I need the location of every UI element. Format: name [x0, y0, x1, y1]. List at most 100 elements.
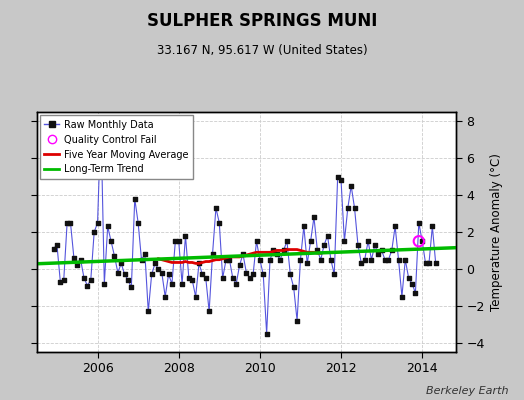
- Point: [239, 251, 247, 257]
- Point: [127, 284, 136, 290]
- Point: [333, 174, 342, 180]
- Point: [272, 251, 281, 257]
- Point: [330, 271, 339, 278]
- Point: [432, 260, 440, 266]
- Point: [421, 260, 430, 266]
- Point: [165, 271, 173, 278]
- Point: [202, 275, 210, 281]
- Point: [215, 220, 223, 226]
- Point: [107, 238, 115, 244]
- Point: [395, 256, 403, 263]
- Point: [367, 256, 376, 263]
- Point: [344, 205, 352, 211]
- Point: [428, 223, 436, 230]
- Point: [340, 238, 348, 244]
- Point: [209, 251, 217, 257]
- Point: [414, 220, 423, 226]
- Point: [388, 247, 396, 254]
- Point: [147, 271, 156, 278]
- Point: [141, 251, 149, 257]
- Point: [188, 277, 196, 283]
- Point: [151, 260, 159, 266]
- Point: [374, 251, 383, 257]
- Point: [320, 242, 329, 248]
- Point: [398, 294, 406, 300]
- Point: [80, 275, 88, 281]
- Point: [326, 256, 335, 263]
- Point: [354, 242, 362, 248]
- Point: [323, 232, 332, 239]
- Point: [67, 220, 75, 226]
- Point: [232, 280, 241, 287]
- Point: [137, 256, 146, 263]
- Point: [90, 229, 99, 235]
- Point: [97, 118, 105, 124]
- Point: [114, 270, 122, 276]
- Point: [283, 238, 291, 244]
- Point: [195, 260, 203, 266]
- Point: [266, 256, 274, 263]
- Point: [401, 256, 409, 263]
- Point: [56, 279, 64, 285]
- Point: [121, 271, 129, 278]
- Point: [370, 242, 379, 248]
- Point: [93, 220, 102, 226]
- Point: [134, 220, 143, 226]
- Point: [171, 238, 180, 244]
- Point: [253, 238, 261, 244]
- Point: [263, 330, 271, 337]
- Point: [279, 247, 288, 254]
- Point: [130, 196, 139, 202]
- Point: [242, 270, 250, 276]
- Point: [83, 282, 92, 289]
- Point: [256, 256, 264, 263]
- Point: [310, 214, 318, 220]
- Point: [249, 271, 257, 278]
- Point: [225, 256, 234, 263]
- Point: [276, 256, 285, 263]
- Point: [53, 242, 61, 248]
- Point: [307, 238, 315, 244]
- Point: [381, 256, 389, 263]
- Point: [235, 262, 244, 268]
- Point: [313, 247, 322, 254]
- Point: [300, 223, 308, 230]
- Point: [418, 238, 427, 244]
- Point: [212, 205, 220, 211]
- Point: [161, 294, 169, 300]
- Point: [364, 238, 372, 244]
- Point: [405, 275, 413, 281]
- Point: [77, 256, 85, 263]
- Point: [357, 260, 366, 266]
- Point: [205, 308, 213, 314]
- Point: [154, 266, 162, 272]
- Text: SULPHER SPRINGS MUNI: SULPHER SPRINGS MUNI: [147, 12, 377, 30]
- Point: [158, 270, 166, 276]
- Point: [178, 280, 186, 287]
- Point: [117, 260, 125, 266]
- Point: [425, 260, 433, 266]
- Point: [289, 284, 298, 290]
- Point: [293, 318, 301, 324]
- Y-axis label: Temperature Anomaly (°C): Temperature Anomaly (°C): [490, 153, 503, 311]
- Point: [70, 255, 78, 261]
- Point: [174, 238, 183, 244]
- Point: [181, 232, 190, 239]
- Legend: Raw Monthly Data, Quality Control Fail, Five Year Moving Average, Long-Term Tren: Raw Monthly Data, Quality Control Fail, …: [40, 115, 193, 179]
- Point: [269, 247, 278, 254]
- Point: [191, 294, 200, 300]
- Text: 33.167 N, 95.617 W (United States): 33.167 N, 95.617 W (United States): [157, 44, 367, 57]
- Point: [384, 256, 392, 263]
- Text: Berkeley Earth: Berkeley Earth: [426, 386, 508, 396]
- Point: [60, 277, 68, 283]
- Point: [377, 247, 386, 254]
- Point: [361, 256, 369, 263]
- Point: [347, 183, 355, 189]
- Point: [408, 280, 416, 287]
- Point: [110, 253, 118, 259]
- Point: [259, 271, 267, 278]
- Point: [86, 277, 95, 283]
- Point: [219, 275, 227, 281]
- Point: [144, 308, 152, 314]
- Point: [184, 275, 193, 281]
